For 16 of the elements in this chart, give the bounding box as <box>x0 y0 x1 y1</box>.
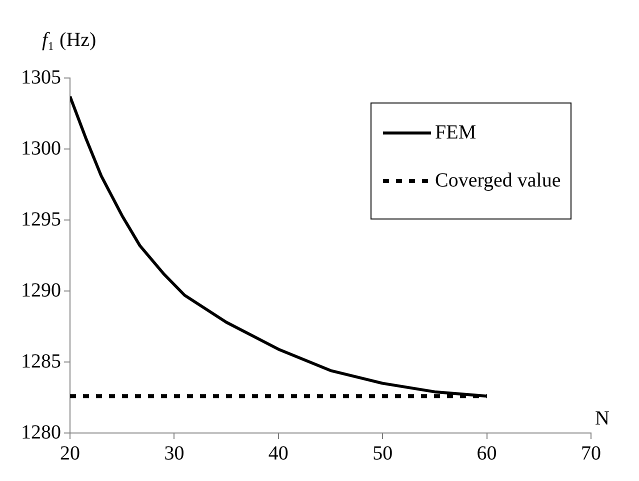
legend-label: Coverged value <box>435 169 561 192</box>
y-tick-label: 1305 <box>21 66 61 88</box>
y-tick-label: 1280 <box>21 421 61 444</box>
x-tick-label: 40 <box>268 442 288 464</box>
x-tick-label: 30 <box>164 442 184 464</box>
y-tick-label: 1290 <box>21 279 61 302</box>
x-tick-label: 20 <box>60 442 80 464</box>
x-tick-label: 70 <box>581 442 601 464</box>
y-axis-title: f₁ (Hz) <box>42 29 96 51</box>
legend-label: FEM <box>435 121 476 144</box>
x-tick-label: 50 <box>372 442 393 464</box>
y-tick-label: 1295 <box>21 208 61 230</box>
y-tick-label: 1285 <box>21 350 61 372</box>
y-tick-label: 1300 <box>21 137 61 160</box>
x-tick-label: 60 <box>476 442 497 464</box>
x-axis-title: N <box>595 407 610 430</box>
